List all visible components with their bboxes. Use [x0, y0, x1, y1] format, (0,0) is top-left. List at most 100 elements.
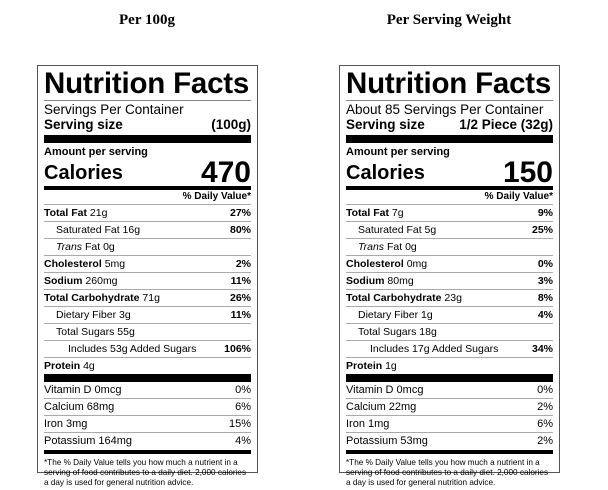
- serving-size-label: Serving size: [44, 117, 123, 132]
- serving-size-label: Serving size: [346, 117, 425, 132]
- nutrient-dv: 9%: [537, 207, 553, 219]
- nutrient-row: Cholesterol 0mg 0%: [346, 255, 553, 272]
- nutrient-dv: 11%: [230, 275, 251, 287]
- vitamin-dv: 6%: [235, 401, 251, 413]
- nutrient-amount: 71g: [142, 292, 160, 304]
- vitamin-name: Iron 1mg: [346, 418, 390, 430]
- vitamin-row: Iron 1mg 6%: [346, 415, 553, 432]
- nutrient-name: Trans: [358, 241, 385, 253]
- vitamin-dv: 15%: [228, 418, 251, 430]
- nutrient-dv: 0%: [537, 258, 553, 270]
- nutrient-row: Total Carbohydrate 23g 8%: [346, 289, 553, 306]
- nutrient-dv: 80%: [229, 224, 251, 236]
- nutrient-amount: 4g: [83, 360, 95, 372]
- heading-per-serving: Per Serving Weight: [386, 12, 512, 28]
- servings-per-container: Servings Per Container: [44, 102, 184, 117]
- nutrient-amount: 0mg: [406, 258, 428, 270]
- nutrient-amount: 55g: [117, 326, 135, 338]
- vitamin-row: Calcium 68mg 6%: [44, 398, 251, 415]
- nutrient-name: Sodium: [44, 275, 83, 287]
- nutrient-amount: 7g: [391, 207, 404, 219]
- nutrient-name: Total Sugars: [56, 326, 115, 338]
- vitamin-dv: 0%: [537, 384, 553, 396]
- nutrient-name: Includes 17g Added Sugars: [370, 343, 499, 355]
- vitamin-row: Potassium 164mg 4%: [44, 432, 251, 449]
- heading-per-100g: Per 100g: [119, 12, 175, 28]
- nutrient-amount: 1g: [421, 309, 433, 321]
- nutrient-dv: 4%: [537, 309, 553, 321]
- nutrient-amount: 5g: [424, 224, 437, 236]
- footnote: *The % Daily Value tells you how much a …: [346, 458, 549, 487]
- vitamin-row: Iron 3mg 15%: [44, 415, 251, 432]
- vitamin-row: Calcium 22mg 2%: [346, 398, 553, 415]
- nutrient-name: Total Fat: [44, 207, 87, 219]
- nutrient-name: Total Carbohydrate: [44, 292, 140, 304]
- nutrient-dv: 11%: [230, 309, 251, 321]
- nutrient-row: Total Fat 7g 9%: [346, 204, 553, 221]
- nutrient-row: Includes 17g Added Sugars 34%: [346, 340, 553, 357]
- nutrient-dv: 2%: [235, 258, 251, 270]
- nutrient-dv: 25%: [531, 224, 553, 236]
- serving-size-value: (100g): [211, 117, 251, 132]
- nutrient-row: Trans Fat 0g: [346, 238, 553, 255]
- vitamin-dv: 4%: [235, 435, 251, 447]
- nutrient-name: Dietary Fiber: [56, 309, 117, 321]
- nutrient-dv: 3%: [537, 275, 553, 287]
- nutrient-row: Total Sugars 18g: [346, 323, 553, 340]
- nutrient-amount: 3g: [119, 309, 131, 321]
- label-title: Nutrition Facts: [346, 67, 552, 100]
- nutrition-label-per-100g: Nutrition Facts Servings Per Container S…: [37, 65, 258, 487]
- nutrient-name: Protein: [44, 360, 81, 372]
- serving-size-value: 1/2 Piece (32g): [459, 117, 553, 132]
- nutrient-amount: Fat 0g: [386, 241, 417, 253]
- nutrient-row: Protein 4g: [44, 357, 251, 374]
- nutrient-amount: 21g: [89, 207, 108, 219]
- nutrient-name: Trans: [56, 241, 83, 253]
- nutrient-row: Protein 1g: [346, 357, 553, 374]
- nutrient-row: Total Fat 21g 27%: [44, 204, 251, 221]
- nutrient-row: Total Sugars 55g: [44, 323, 251, 340]
- nutrient-row: Sodium 80mg 3%: [346, 272, 553, 289]
- amount-per-serving: Amount per serving: [346, 146, 450, 158]
- nutrient-amount: 5mg: [104, 258, 126, 270]
- nutrient-dv: 34%: [531, 343, 553, 355]
- calories-value: 150: [502, 156, 553, 189]
- amount-per-serving: Amount per serving: [44, 146, 148, 158]
- vitamin-name: Vitamin D 0mcg: [346, 384, 424, 396]
- nutrient-dv: 26%: [229, 292, 251, 304]
- nutrient-name: Sodium: [346, 275, 385, 287]
- nutrient-row: Dietary Fiber 3g 11%: [44, 306, 251, 323]
- nutrient-amount: Fat 0g: [84, 241, 115, 253]
- nutrient-row: Total Carbohydrate 71g 26%: [44, 289, 251, 306]
- footnote: *The % Daily Value tells you how much a …: [44, 458, 247, 487]
- vitamin-name: Potassium 53mg: [346, 435, 428, 447]
- calories-label: Calories: [346, 162, 425, 184]
- nutrient-name: Includes 53g Added Sugars: [68, 343, 197, 355]
- calories-label: Calories: [44, 162, 123, 184]
- vitamin-name: Calcium 68mg: [44, 401, 115, 413]
- vitamin-row: Vitamin D 0mcg 0%: [346, 382, 553, 398]
- nutrient-name: Total Fat: [346, 207, 389, 219]
- nutrient-row: Dietary Fiber 1g 4%: [346, 306, 553, 323]
- label-title: Nutrition Facts: [44, 67, 250, 100]
- daily-value-header: % Daily Value*: [182, 191, 251, 202]
- nutrient-dv: 106%: [224, 343, 251, 355]
- nutrient-row: Includes 53g Added Sugars 106%: [44, 340, 251, 357]
- vitamin-dv: 2%: [537, 435, 553, 447]
- nutrient-name: Cholesterol: [44, 258, 102, 270]
- nutrient-name: Total Carbohydrate: [346, 292, 442, 304]
- nutrient-amount: 80mg: [387, 275, 414, 287]
- vitamin-dv: 6%: [537, 418, 553, 430]
- vitamin-name: Potassium 164mg: [44, 435, 133, 447]
- nutrient-dv: 8%: [537, 292, 553, 304]
- nutrient-amount: 23g: [444, 292, 462, 304]
- nutrition-label-per-serving: Nutrition Facts About 85 Servings Per Co…: [339, 65, 560, 487]
- nutrient-name: Total Sugars: [358, 326, 417, 338]
- nutrient-amount: 16g: [122, 224, 141, 236]
- nutrient-row: Trans Fat 0g: [44, 238, 251, 255]
- nutrient-amount: 18g: [419, 326, 437, 338]
- nutrient-row: Saturated Fat 5g 25%: [346, 221, 553, 238]
- calories-value: 470: [200, 156, 251, 189]
- nutrient-row: Sodium 260mg 11%: [44, 272, 251, 289]
- daily-value-header: % Daily Value*: [484, 191, 553, 202]
